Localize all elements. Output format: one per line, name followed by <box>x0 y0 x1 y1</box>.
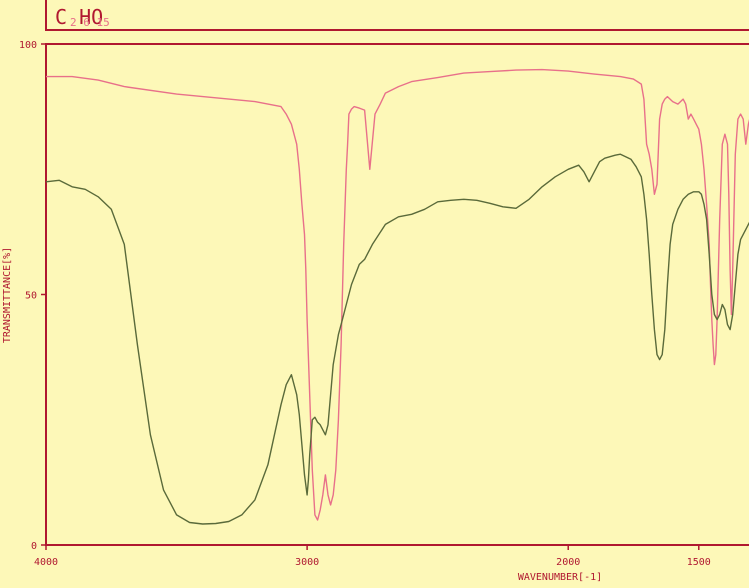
x-tick-label: 3000 <box>295 557 319 568</box>
plot-frame <box>45 43 749 546</box>
y-tick-label: 100 <box>19 40 37 51</box>
series-line-bottom <box>45 153 749 525</box>
formula-main: C HO <box>55 5 103 29</box>
x-tick-label: 2000 <box>556 557 580 568</box>
y-tick-label: 0 <box>31 541 37 552</box>
series-line-top <box>46 68 749 521</box>
formula-box <box>45 0 749 31</box>
x-tick-label: 4000 <box>34 557 58 568</box>
y-axis-label: TRANSMITTANCE[%] <box>2 247 13 343</box>
x-axis-label: WAVENUMBER[-1] <box>518 572 602 583</box>
y-tick-label: 50 <box>25 291 37 302</box>
series-layer <box>45 68 749 525</box>
x-tick-label: 1500 <box>687 557 711 568</box>
axis-layer: 4000 3000 2000 1500 0 50 100 <box>19 40 711 568</box>
formula-subscripts: 2 6 15 <box>70 16 110 29</box>
